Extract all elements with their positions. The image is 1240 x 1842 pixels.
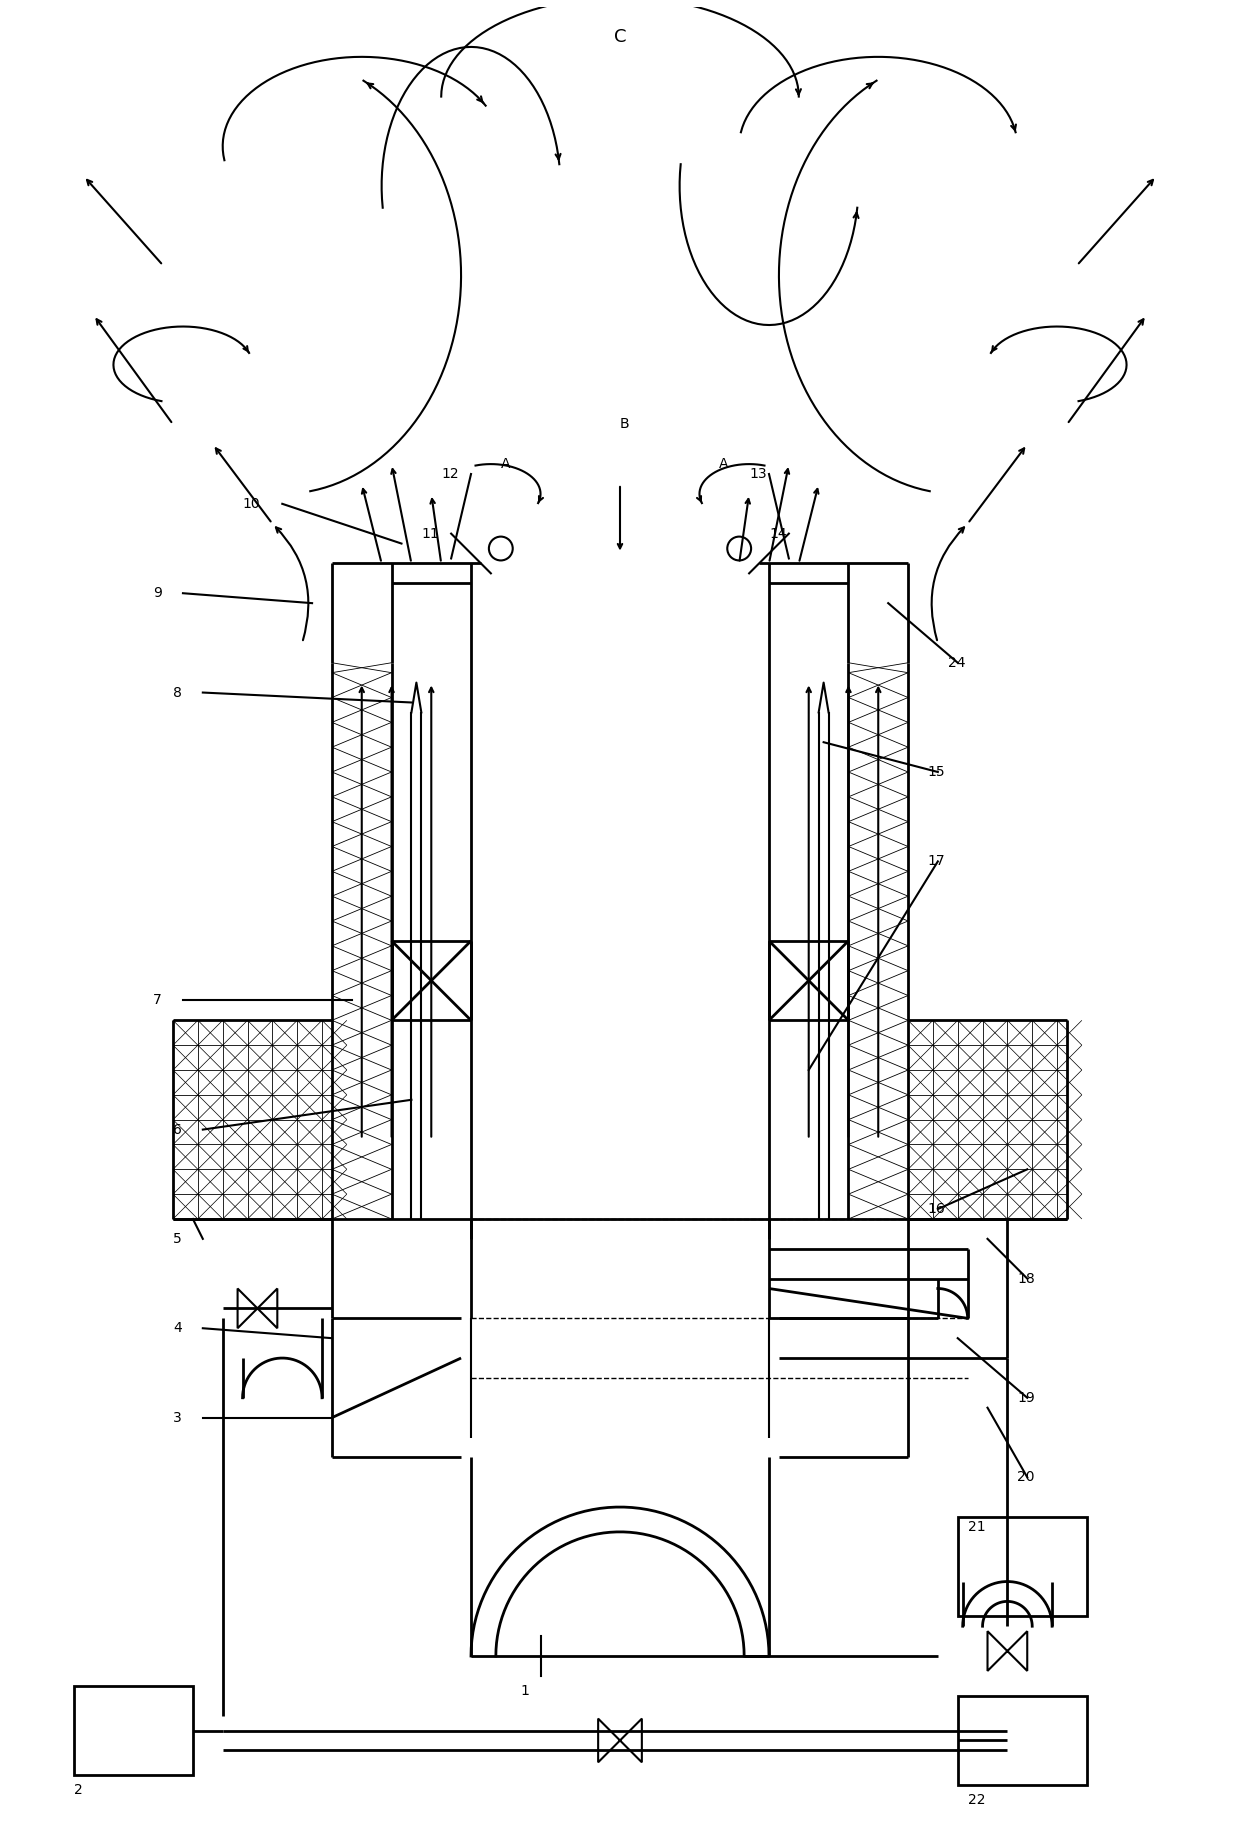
Text: 6: 6	[174, 1122, 182, 1137]
Text: 24: 24	[947, 656, 965, 670]
Text: 13: 13	[749, 468, 766, 481]
Text: C: C	[614, 28, 626, 46]
Text: 8: 8	[174, 685, 182, 700]
Polygon shape	[238, 1289, 278, 1328]
Text: 14: 14	[769, 527, 786, 540]
Text: 7: 7	[154, 993, 162, 1008]
Text: 11: 11	[422, 527, 439, 540]
Text: 4: 4	[174, 1321, 182, 1335]
Polygon shape	[598, 1719, 642, 1763]
Text: 18: 18	[1017, 1271, 1035, 1286]
Bar	[957, 1696, 1086, 1785]
Bar	[957, 1518, 1086, 1615]
Text: 12: 12	[441, 468, 459, 481]
Text: 16: 16	[928, 1203, 946, 1216]
Text: 19: 19	[1017, 1391, 1035, 1405]
Text: A: A	[501, 457, 511, 472]
Polygon shape	[987, 1632, 1027, 1671]
Text: 21: 21	[967, 1520, 986, 1534]
Text: A: A	[719, 457, 729, 472]
Text: B: B	[620, 418, 630, 431]
Text: 5: 5	[174, 1232, 182, 1245]
Text: 20: 20	[1017, 1470, 1035, 1485]
Text: 17: 17	[928, 855, 946, 868]
Text: 1: 1	[521, 1684, 529, 1698]
Text: 9: 9	[154, 586, 162, 600]
Text: 22: 22	[967, 1792, 985, 1807]
Text: 10: 10	[243, 497, 260, 510]
Text: 15: 15	[928, 764, 946, 779]
Text: 3: 3	[174, 1411, 182, 1424]
Text: 2: 2	[73, 1783, 82, 1798]
Bar	[73, 1685, 193, 1776]
